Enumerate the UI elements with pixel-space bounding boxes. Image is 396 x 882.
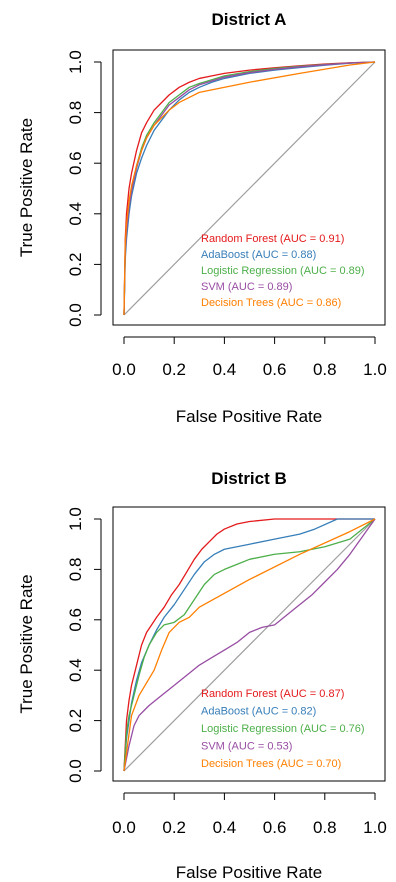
x-tick-label: 0.2 — [162, 360, 186, 379]
x-tick-label: 0.0 — [112, 360, 136, 379]
legend-entry-adaboost: AdaBoost (AUC = 0.88) — [201, 249, 316, 261]
legend-entry-adaboost: AdaBoost (AUC = 0.82) — [201, 706, 316, 718]
y-tick-label: 0.6 — [66, 151, 85, 175]
diagonal-reference-line — [123, 61, 376, 316]
x-tick-label: 1.0 — [363, 360, 387, 379]
legend-entry-random-forest: Random Forest (AUC = 0.91) — [201, 233, 344, 245]
y-tick-label: 0.6 — [66, 608, 85, 632]
y-tick-label: 0.2 — [66, 253, 85, 277]
x-tick-label: 0.6 — [263, 360, 287, 379]
plot-frame — [112, 506, 386, 782]
chart-title: District B — [211, 469, 287, 488]
y-axis-label: True Positive Rate — [17, 118, 36, 257]
x-tick-label: 0.2 — [162, 818, 186, 837]
y-tick-label: 0.2 — [66, 709, 85, 733]
series-line-svm — [123, 518, 376, 772]
y-tick-label: 0.4 — [66, 658, 85, 682]
legend-entry-decision-trees: Decision Trees (AUC = 0.86) — [201, 297, 341, 309]
series-line-adaboost — [123, 518, 375, 772]
y-tick-label: 1.0 — [66, 507, 85, 531]
legend: Random Forest (AUC = 0.91) AdaBoost (AUC … — [201, 233, 365, 309]
roc-panel-district-a: District A 0.0 0.2 0.4 0.6 0.8 1.0 0.0 0.2 0.4 0.6… — [17, 10, 387, 426]
series-line-random-forest — [123, 518, 375, 772]
x-tick-label: 0.0 — [112, 818, 136, 837]
chart-title: District A — [212, 10, 287, 29]
x-tick-label: 0.8 — [313, 818, 337, 837]
series-line-logistic-regression — [123, 518, 376, 772]
legend-entry-decision-trees: Decision Trees (AUC = 0.70) — [201, 758, 341, 770]
legend: Random Forest (AUC = 0.87) AdaBoost (AUC … — [201, 688, 365, 770]
y-tick-label: 0.0 — [66, 759, 85, 783]
y-tick-label: 0.8 — [66, 101, 85, 125]
legend-entry-svm: SVM (AUC = 0.89) — [201, 281, 292, 293]
series-line-decision-trees — [123, 518, 376, 772]
series-line-decision-trees — [123, 61, 376, 316]
legend-entry-logistic-regression: Logistic Regression (AUC = 0.76) — [201, 723, 365, 735]
y-tick-label: 0.8 — [66, 558, 85, 582]
diagonal-reference-line — [123, 518, 376, 772]
plot-frame — [112, 49, 386, 326]
x-axis-label: False Positive Rate — [176, 407, 322, 426]
roc-panel-district-b: District B 0.0 0.2 0.4 0.6 0.8 1.0 0.0 0.2 0.4 0.6… — [17, 469, 387, 882]
x-axis-label: False Positive Rate — [176, 863, 322, 882]
legend-entry-logistic-regression: Logistic Regression (AUC = 0.89) — [201, 265, 365, 277]
y-tick-label: 1.0 — [66, 50, 85, 74]
y-tick-label: 0.4 — [66, 202, 85, 226]
x-tick-label: 0.8 — [313, 360, 337, 379]
x-tick-label: 1.0 — [363, 818, 387, 837]
legend-entry-svm: SVM (AUC = 0.53) — [201, 741, 292, 753]
series-line-svm — [123, 61, 376, 316]
series-line-adaboost — [123, 61, 376, 316]
y-tick-label: 0.0 — [66, 303, 85, 327]
x-tick-label: 0.4 — [213, 360, 237, 379]
x-tick-label: 0.6 — [263, 818, 287, 837]
x-tick-label: 0.4 — [213, 818, 237, 837]
legend-entry-random-forest: Random Forest (AUC = 0.87) — [201, 688, 344, 700]
y-axis-label: True Positive Rate — [17, 574, 36, 713]
